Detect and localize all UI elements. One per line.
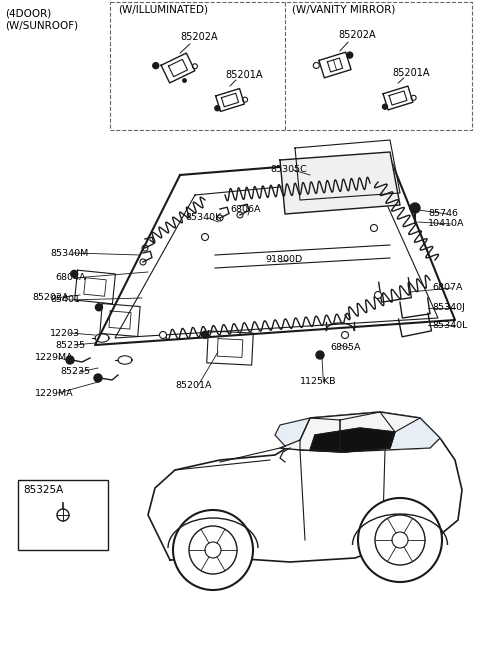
Text: 85202A: 85202A <box>32 293 69 302</box>
Text: 85235: 85235 <box>60 367 90 377</box>
Circle shape <box>371 224 377 232</box>
Text: 12203: 12203 <box>50 329 80 337</box>
Text: (W/ILLUMINATED): (W/ILLUMINATED) <box>118 5 208 15</box>
Text: 85235: 85235 <box>55 340 85 350</box>
Bar <box>110 2 472 130</box>
Circle shape <box>159 331 167 338</box>
Polygon shape <box>280 412 440 452</box>
Text: 6807A: 6807A <box>432 283 463 293</box>
Text: 1229MA: 1229MA <box>35 354 73 363</box>
Polygon shape <box>310 428 395 452</box>
Circle shape <box>217 215 223 221</box>
Circle shape <box>153 62 159 69</box>
Text: 85325A: 85325A <box>23 485 63 495</box>
Text: 1125KB: 1125KB <box>300 377 336 386</box>
Circle shape <box>66 356 74 364</box>
Text: (W/SUNROOF): (W/SUNROOF) <box>5 20 78 30</box>
Circle shape <box>347 52 353 58</box>
Circle shape <box>411 95 416 100</box>
Circle shape <box>242 97 248 102</box>
Circle shape <box>392 532 408 548</box>
Circle shape <box>205 542 221 558</box>
Circle shape <box>140 259 146 265</box>
Text: 85202A: 85202A <box>338 30 376 40</box>
Text: 6805A: 6805A <box>330 344 360 352</box>
Text: 85746: 85746 <box>428 209 458 218</box>
Text: 6806A: 6806A <box>230 205 261 215</box>
Circle shape <box>375 515 425 565</box>
Text: 85201A: 85201A <box>225 70 263 80</box>
Circle shape <box>341 331 348 338</box>
Text: 85340M: 85340M <box>50 249 88 258</box>
Text: 6804A: 6804A <box>55 274 85 283</box>
Text: 85340K: 85340K <box>185 213 221 222</box>
Text: 85305C: 85305C <box>270 165 307 174</box>
Circle shape <box>410 203 420 213</box>
Circle shape <box>215 106 220 111</box>
Text: 1229MA: 1229MA <box>35 388 73 398</box>
Circle shape <box>313 62 319 68</box>
Text: 85201A: 85201A <box>392 68 430 78</box>
Circle shape <box>96 304 102 311</box>
Circle shape <box>358 498 442 582</box>
Text: 85202A: 85202A <box>180 32 217 42</box>
Circle shape <box>202 234 208 241</box>
Circle shape <box>173 510 253 590</box>
Text: (W/VANITY MIRROR): (W/VANITY MIRROR) <box>292 5 396 15</box>
Bar <box>18 480 108 550</box>
Polygon shape <box>275 418 310 446</box>
Text: 10410A: 10410A <box>428 220 465 228</box>
Circle shape <box>202 331 209 338</box>
Circle shape <box>316 351 324 359</box>
Polygon shape <box>280 152 400 214</box>
Text: 91800D: 91800D <box>265 255 302 264</box>
Circle shape <box>71 270 78 277</box>
Circle shape <box>57 509 69 521</box>
Text: (4DOOR): (4DOOR) <box>5 8 51 18</box>
Circle shape <box>142 245 148 251</box>
Polygon shape <box>148 412 462 562</box>
Circle shape <box>383 104 387 109</box>
Circle shape <box>237 212 243 218</box>
Circle shape <box>94 374 102 382</box>
Polygon shape <box>385 418 440 450</box>
Circle shape <box>192 64 197 69</box>
Text: 85340L: 85340L <box>432 321 468 329</box>
Text: 85401: 85401 <box>50 295 80 304</box>
Text: 85340J: 85340J <box>432 304 465 312</box>
Circle shape <box>189 526 237 574</box>
Text: 85201A: 85201A <box>175 380 212 390</box>
Circle shape <box>374 291 382 298</box>
